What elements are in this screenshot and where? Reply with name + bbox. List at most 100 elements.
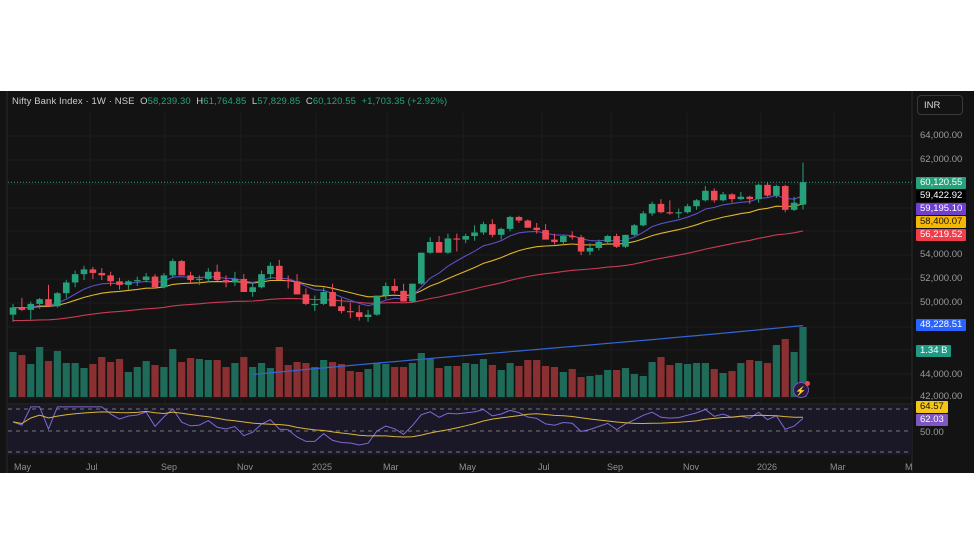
volume-bar: [62, 363, 70, 397]
price-tick: 42,000.00: [920, 391, 963, 402]
candle-body: [684, 206, 691, 213]
candle-body: [560, 236, 567, 242]
volume-bar: [133, 367, 141, 397]
volume-bar: [266, 368, 275, 397]
volume-bar: [755, 361, 763, 397]
candle-body: [586, 247, 594, 252]
candle-body: [604, 236, 612, 242]
volume-bar: [692, 363, 701, 397]
candle-body: [222, 280, 230, 283]
candle-body: [80, 269, 88, 275]
candle-body: [773, 186, 780, 196]
last-price-badge: 60,120.55: [916, 177, 967, 189]
candle-body: [89, 269, 97, 273]
volume-bar: [648, 362, 656, 397]
volume-bar: [320, 360, 328, 397]
candle-body: [9, 307, 17, 315]
candle-body: [533, 227, 541, 231]
volume-bar: [293, 362, 301, 397]
volume-bar: [524, 360, 532, 397]
volume-bar: [346, 371, 354, 397]
candle-body: [116, 281, 123, 285]
candle-body: [755, 184, 762, 200]
volume-bar: [240, 357, 248, 397]
volume-bar: [249, 367, 257, 397]
candle-body: [249, 287, 256, 293]
chart-canvas[interactable]: [0, 91, 974, 473]
volume-bar: [44, 361, 53, 397]
volume-bar: [533, 360, 541, 397]
currency-button[interactable]: INR: [917, 95, 963, 115]
volume-bar: [426, 359, 434, 397]
rsi-line: [12, 406, 804, 446]
volume-bar: [373, 363, 381, 397]
candle-body: [639, 213, 647, 226]
candle-body: [311, 303, 319, 306]
candle-body: [142, 276, 150, 281]
time-tick: Sep: [161, 462, 178, 472]
volume-bar: [444, 366, 452, 397]
volume-bar: [701, 363, 709, 397]
volume-bar: [222, 367, 230, 397]
time-tick: Nov: [237, 462, 254, 472]
time-tick: Mar: [830, 462, 846, 472]
symbol-legend[interactable]: Nifty Bank Index · 1W · NSE O58,239.30 H…: [12, 96, 447, 107]
volume-bar: [497, 370, 505, 397]
volume-bar: [328, 362, 337, 397]
symbol-name[interactable]: Nifty Bank Index: [12, 96, 83, 107]
volume-bar: [684, 364, 692, 397]
time-tick: May: [14, 462, 32, 472]
candle-body: [409, 283, 416, 302]
volume-bar: [586, 376, 594, 397]
candle-body: [568, 236, 576, 238]
volume-bar: [151, 365, 159, 397]
candle-body: [187, 275, 194, 281]
volume-bar: [160, 367, 168, 397]
change-value: +1,703.35 (+2.92%): [361, 96, 448, 107]
candle-body: [382, 286, 390, 296]
candle-body: [391, 286, 398, 291]
interval-label[interactable]: 1W: [91, 96, 106, 107]
volume-bar: [417, 353, 425, 397]
volume-bar: [115, 359, 124, 397]
open-value: 58,239.30: [147, 96, 191, 107]
candle-body: [542, 230, 549, 240]
volume-bar: [18, 355, 26, 397]
volume-bar: [71, 363, 79, 397]
ema-fast-badge: 59,195.10: [916, 203, 967, 215]
price-tick: 54,000.00: [920, 249, 963, 260]
volume-bar: [36, 347, 44, 397]
time-tick: Mar: [383, 462, 399, 472]
alert-bolt-button[interactable]: ⚡: [793, 381, 810, 398]
price-tick: 62,000.00: [920, 154, 963, 165]
volume-bar: [302, 363, 310, 397]
candle-body: [107, 275, 114, 282]
volume-bar: [772, 345, 780, 397]
volume-bar: [98, 357, 106, 397]
candle-body: [151, 276, 159, 288]
candle-body: [18, 307, 26, 310]
candle-body: [471, 232, 478, 237]
close-label: C: [305, 96, 313, 107]
volume-bar: [799, 327, 807, 397]
rsi-tick: 50.00: [920, 427, 944, 438]
volume-bar: [399, 367, 408, 397]
candle-body: [347, 311, 354, 313]
low-label: L: [251, 96, 258, 107]
time-tick: Nov: [683, 462, 700, 472]
candle-body: [54, 293, 61, 307]
candle-body: [418, 252, 425, 284]
rsi-badge: 62.03: [916, 414, 948, 426]
volume-bar: [435, 368, 443, 397]
volume-bar: [27, 364, 35, 397]
volume-bar: [231, 363, 239, 397]
volume-bar: [204, 360, 212, 397]
candle-body: [27, 303, 35, 310]
high-value: 61,764.85: [203, 96, 247, 107]
volume-bar: [488, 365, 496, 397]
candle-body: [462, 236, 469, 240]
candle-body: [231, 278, 239, 283]
candle-body: [338, 306, 345, 312]
chart-window: Nifty Bank Index · 1W · NSE O58,239.30 H…: [0, 91, 974, 473]
candle-body: [497, 228, 505, 235]
